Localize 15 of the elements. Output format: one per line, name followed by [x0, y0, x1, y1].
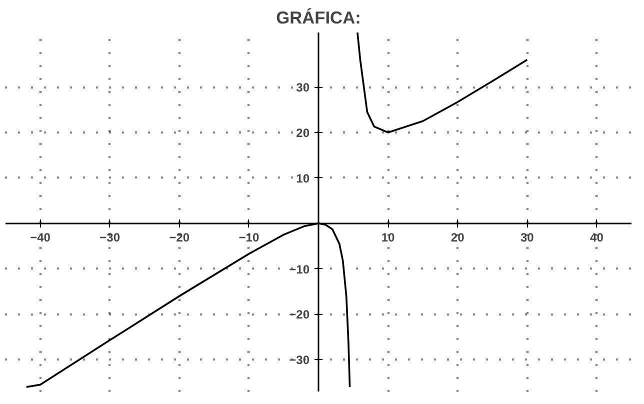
chart-title: GRÁFICA: [276, 8, 361, 28]
x-tick-label: 30 [520, 230, 534, 244]
x-tick-label: −40 [30, 230, 51, 244]
x-tick-label: −30 [100, 230, 120, 244]
y-tick-label: −30 [289, 353, 310, 368]
x-tick-label: −10 [238, 230, 260, 244]
x-tick-label: 20 [450, 230, 465, 244]
x-tick-label: 10 [381, 230, 396, 244]
x-tick-label: 40 [590, 230, 604, 244]
y-tick-label: −10 [289, 262, 310, 276]
y-tick-label: 10 [296, 171, 310, 186]
y-tick-label: −20 [289, 308, 310, 322]
y-tick-label: 20 [296, 126, 310, 140]
x-tick-label: −20 [169, 230, 190, 244]
y-tick-label: 30 [296, 80, 310, 95]
